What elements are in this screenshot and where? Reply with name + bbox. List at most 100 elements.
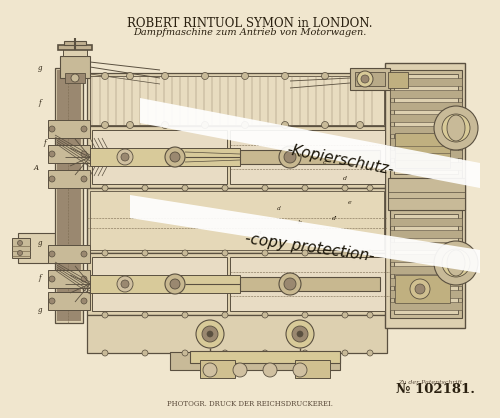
- Circle shape: [81, 151, 87, 157]
- Text: d: d: [343, 176, 347, 181]
- Circle shape: [356, 72, 364, 79]
- Circle shape: [203, 363, 217, 377]
- Bar: [390, 230, 462, 238]
- Bar: [395, 275, 450, 303]
- Circle shape: [410, 279, 430, 299]
- Text: a: a: [258, 230, 262, 235]
- Circle shape: [263, 363, 277, 377]
- Bar: [48, 245, 90, 263]
- Bar: [385, 63, 465, 328]
- Circle shape: [293, 363, 307, 377]
- Circle shape: [242, 72, 248, 79]
- Bar: [240, 150, 380, 164]
- Bar: [395, 133, 450, 168]
- Bar: [58, 45, 92, 50]
- Circle shape: [202, 122, 208, 128]
- Bar: [390, 114, 462, 122]
- Text: Dampfmaschine zum Antrieb von Motorwagen.: Dampfmaschine zum Antrieb von Motorwagen…: [134, 28, 366, 37]
- Circle shape: [49, 151, 55, 157]
- Bar: [390, 218, 462, 226]
- Circle shape: [142, 250, 148, 256]
- Polygon shape: [140, 98, 480, 188]
- Circle shape: [367, 250, 373, 256]
- Circle shape: [434, 241, 478, 285]
- Text: f: f: [38, 274, 42, 282]
- Bar: [87, 188, 387, 253]
- Bar: [87, 126, 387, 188]
- Bar: [200, 360, 235, 378]
- Text: -Kopierschutz-: -Kopierschutz-: [285, 142, 395, 178]
- Bar: [390, 266, 462, 274]
- Text: a': a': [277, 206, 283, 211]
- Circle shape: [279, 273, 301, 295]
- Circle shape: [49, 298, 55, 304]
- Bar: [90, 148, 240, 166]
- Circle shape: [367, 350, 373, 356]
- Bar: [390, 242, 462, 250]
- Bar: [390, 70, 462, 178]
- Circle shape: [102, 185, 108, 191]
- Bar: [295, 360, 330, 378]
- Bar: [63, 48, 87, 56]
- Bar: [230, 130, 385, 184]
- Bar: [92, 257, 227, 311]
- Circle shape: [361, 75, 369, 83]
- Bar: [390, 138, 462, 146]
- Circle shape: [182, 185, 188, 191]
- Circle shape: [242, 122, 248, 128]
- Bar: [65, 73, 85, 83]
- Circle shape: [357, 71, 373, 87]
- Circle shape: [49, 126, 55, 132]
- Bar: [390, 162, 462, 170]
- Circle shape: [202, 72, 208, 79]
- Circle shape: [222, 350, 228, 356]
- Circle shape: [162, 122, 168, 128]
- Text: c: c: [303, 145, 307, 150]
- Circle shape: [71, 74, 79, 82]
- Circle shape: [322, 122, 328, 128]
- Bar: [394, 214, 458, 314]
- Polygon shape: [130, 195, 480, 273]
- Bar: [390, 210, 462, 318]
- Bar: [390, 302, 462, 310]
- Bar: [92, 130, 227, 184]
- Bar: [64, 41, 86, 45]
- Bar: [69, 70, 81, 321]
- Circle shape: [442, 114, 470, 142]
- Circle shape: [356, 122, 364, 128]
- Circle shape: [207, 331, 213, 337]
- Circle shape: [18, 250, 22, 255]
- Bar: [240, 277, 380, 291]
- Bar: [90, 76, 384, 125]
- Circle shape: [233, 363, 247, 377]
- Bar: [390, 254, 462, 262]
- Circle shape: [81, 126, 87, 132]
- Bar: [390, 90, 462, 98]
- Circle shape: [142, 312, 148, 318]
- Circle shape: [81, 176, 87, 182]
- Bar: [48, 120, 90, 138]
- Circle shape: [282, 72, 288, 79]
- Bar: [90, 275, 240, 293]
- Circle shape: [117, 149, 133, 165]
- Circle shape: [302, 185, 308, 191]
- Bar: [350, 68, 390, 90]
- Circle shape: [262, 312, 268, 318]
- Circle shape: [196, 320, 224, 348]
- Circle shape: [142, 185, 148, 191]
- Circle shape: [284, 151, 296, 163]
- Circle shape: [142, 350, 148, 356]
- Text: PHOTOGR. DRUCK DER REICHSDRUCKEREI.: PHOTOGR. DRUCK DER REICHSDRUCKEREI.: [167, 400, 333, 408]
- Bar: [390, 78, 462, 86]
- Circle shape: [292, 326, 308, 342]
- Circle shape: [102, 312, 108, 318]
- Text: ROBERT RINTUOL SYMON in LONDON.: ROBERT RINTUOL SYMON in LONDON.: [127, 17, 373, 30]
- Text: -copy protection-: -copy protection-: [244, 232, 376, 265]
- Bar: [48, 145, 90, 163]
- Circle shape: [282, 122, 288, 128]
- Bar: [87, 253, 387, 315]
- Circle shape: [117, 276, 133, 292]
- Text: b: b: [298, 221, 302, 225]
- Circle shape: [162, 72, 168, 79]
- Circle shape: [49, 251, 55, 257]
